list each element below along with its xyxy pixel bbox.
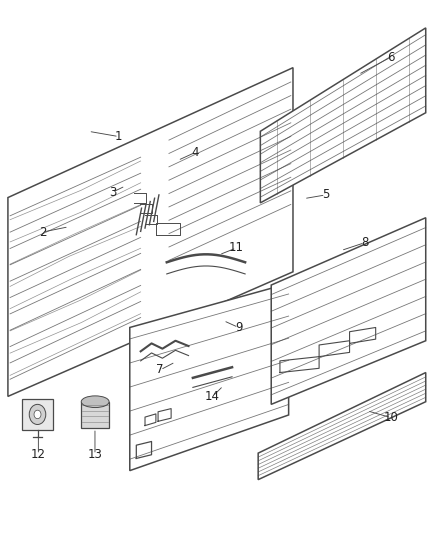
Polygon shape <box>81 402 110 428</box>
Text: 14: 14 <box>205 390 220 403</box>
Text: 10: 10 <box>384 411 398 424</box>
Text: 11: 11 <box>229 241 244 254</box>
Text: 12: 12 <box>31 448 46 461</box>
Text: 8: 8 <box>361 236 368 249</box>
Polygon shape <box>260 28 426 203</box>
Text: 6: 6 <box>387 51 395 63</box>
Polygon shape <box>271 217 426 405</box>
Text: 7: 7 <box>156 364 164 376</box>
Circle shape <box>29 405 46 424</box>
FancyBboxPatch shape <box>22 399 53 430</box>
Text: 2: 2 <box>39 225 46 239</box>
Text: 1: 1 <box>115 130 123 143</box>
Text: 3: 3 <box>109 186 116 199</box>
Polygon shape <box>8 68 293 397</box>
Polygon shape <box>258 373 426 480</box>
Ellipse shape <box>81 396 109 408</box>
Circle shape <box>34 410 41 419</box>
Text: 9: 9 <box>235 321 242 334</box>
Text: 13: 13 <box>88 448 102 461</box>
Text: 4: 4 <box>191 146 199 159</box>
Polygon shape <box>130 284 289 471</box>
Text: 5: 5 <box>322 189 329 201</box>
